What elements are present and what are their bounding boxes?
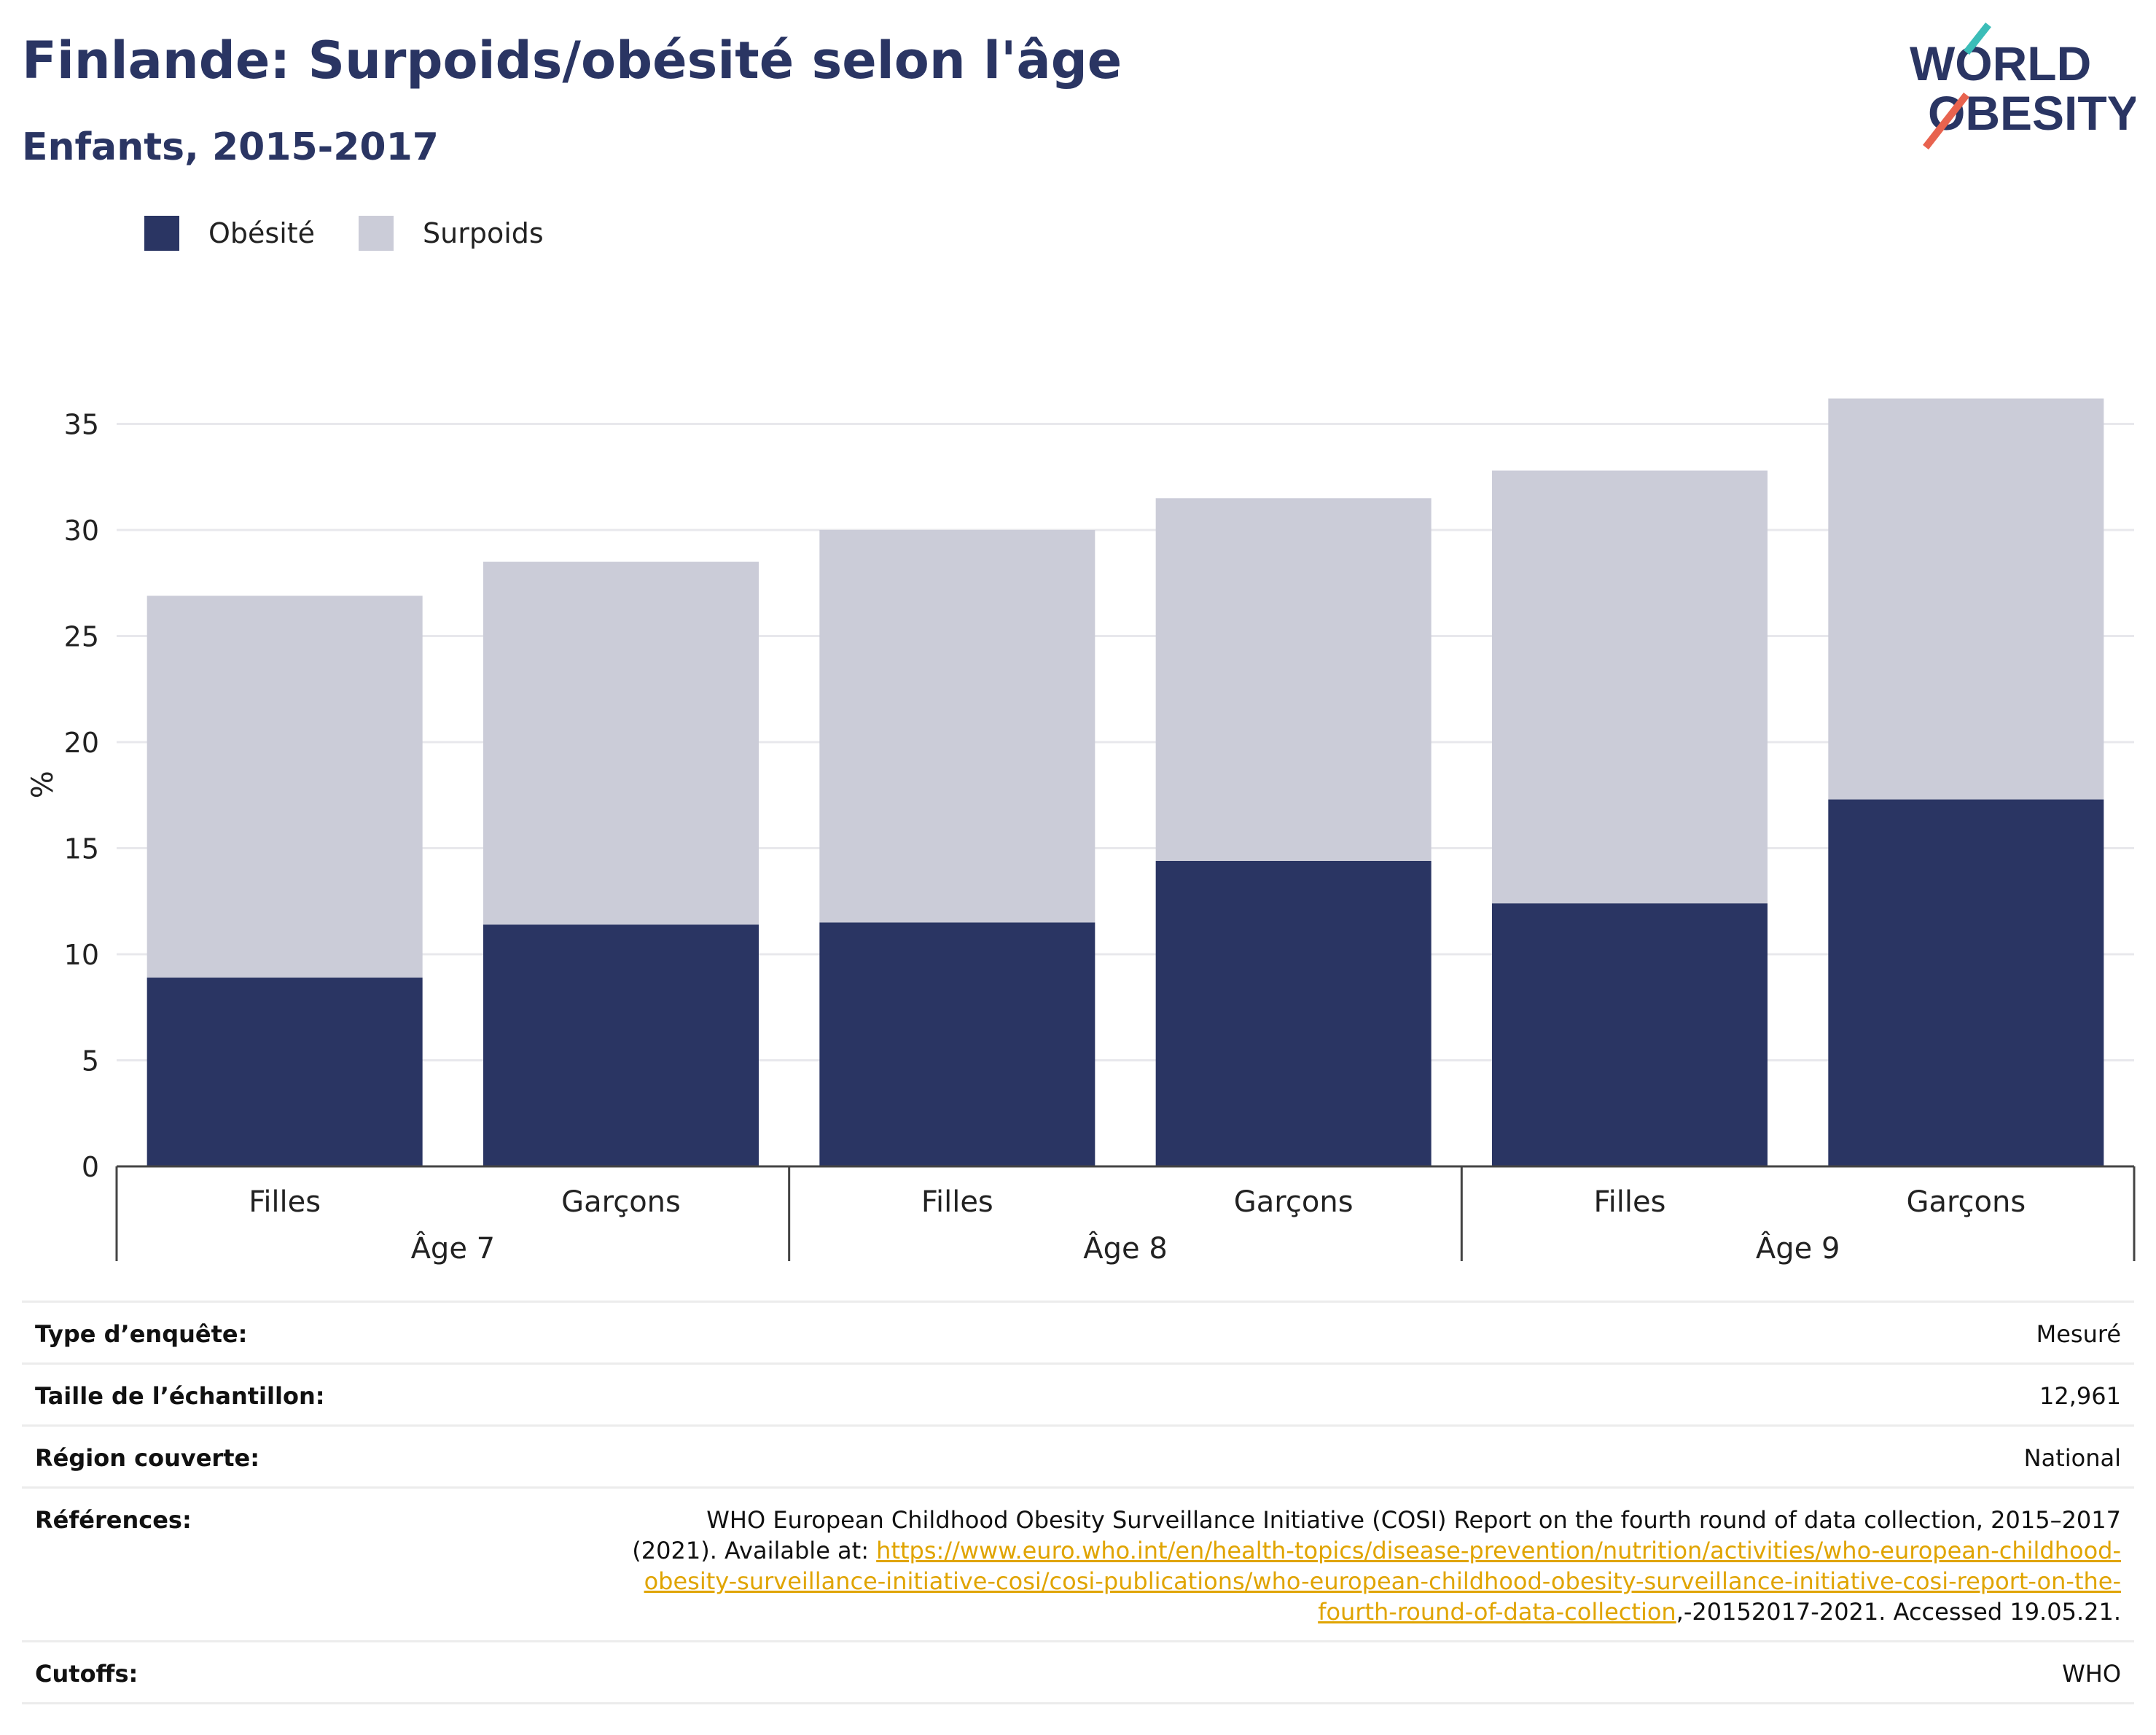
table-row: Références: WHO European Childhood Obesi… (22, 1486, 2134, 1642)
bar-overweight (819, 530, 1095, 923)
table-row: Type d’enquête: Mesuré (22, 1301, 2134, 1364)
survey-info-table: Type d’enquête: Mesuré Taille de l’échan… (22, 1301, 2134, 1704)
bar-overweight (483, 561, 759, 925)
y-tick-label: 10 (64, 939, 99, 971)
cutoffs-value: WHO (602, 1640, 2134, 1704)
group-label: Âge 9 (1756, 1231, 1840, 1266)
region-label: Région couverte: (22, 1424, 602, 1488)
bar-obesity (1155, 860, 1432, 1166)
region-value: National (602, 1424, 2134, 1488)
bar-chart: 0 5 10 15 20 25 30 35% Filles Garçons Filles Garçon… (26, 398, 2136, 1266)
legend-item-overweight: Surpoids (359, 216, 544, 251)
cutoffs-label: Cutoffs: (22, 1640, 602, 1704)
references-suffix: ,-20152017-2021. Accessed 19.05.21. (1676, 1598, 2121, 1626)
table-row: Taille de l’échantillon: 12,961 (22, 1362, 2134, 1426)
bar-overweight (1828, 398, 2104, 800)
x-tick-label: Garçons (1234, 1185, 1354, 1219)
legend-label-obesity: Obésité (208, 217, 316, 249)
y-axis-label: % (26, 771, 60, 798)
x-tick-label: Garçons (561, 1185, 681, 1219)
legend-swatch-overweight (359, 216, 394, 251)
bar-obesity (819, 922, 1095, 1166)
bar-obesity (1828, 799, 2104, 1166)
survey-type-value: Mesuré (602, 1301, 2134, 1364)
legend-label-overweight: Surpoids (423, 217, 544, 249)
svg-text:WORLD: WORLD (1910, 36, 2091, 90)
world-obesity-logo: WORLD OBESITY (1895, 22, 2139, 160)
references-available: Available at: (724, 1537, 877, 1564)
y-tick-label: 20 (64, 727, 99, 759)
sample-size-label: Taille de l’échantillon: (22, 1362, 602, 1426)
bar-overweight (147, 596, 423, 978)
y-tick-label: 15 (64, 833, 99, 865)
bar-obesity (483, 924, 759, 1166)
y-tick-label: 0 (82, 1151, 99, 1183)
sample-size-value: 12,961 (602, 1362, 2134, 1426)
bar-overweight (1492, 470, 1768, 904)
y-tick-label: 30 (64, 515, 99, 547)
y-tick-label: 25 (64, 621, 99, 653)
bar-obesity (147, 978, 423, 1166)
group-label: Âge 8 (1083, 1231, 1168, 1266)
chart-legend: Obésité Surpoids (144, 216, 587, 251)
survey-type-label: Type d’enquête: (22, 1301, 602, 1364)
x-tick-label: Filles (249, 1185, 321, 1219)
svg-text:OBESITY: OBESITY (1928, 86, 2136, 140)
chart-subtitle: Enfants, 2015-2017 (22, 125, 439, 169)
bar-overweight (1155, 498, 1432, 861)
legend-item-obesity: Obésité (144, 216, 315, 251)
x-tick-label: Filles (921, 1185, 993, 1219)
references-label: Références: (22, 1486, 602, 1642)
table-row: Cutoffs: WHO (22, 1640, 2134, 1704)
y-tick-label: 35 (64, 409, 99, 441)
references-text: WHO European Childhood Obesity Surveilla… (632, 1506, 2121, 1564)
references-value: WHO European Childhood Obesity Surveilla… (602, 1486, 2134, 1642)
table-row: Région couverte: National (22, 1424, 2134, 1488)
x-tick-label: Filles (1594, 1185, 1666, 1219)
bar-obesity (1492, 903, 1768, 1166)
x-tick-label: Garçons (1906, 1185, 2026, 1219)
legend-swatch-obesity (144, 216, 179, 251)
group-label: Âge 7 (411, 1231, 496, 1266)
reference-link[interactable]: https://www.euro.who.int/en/health-topic… (644, 1537, 2121, 1626)
y-tick-label: 5 (82, 1045, 99, 1077)
chart-title: Finlande: Surpoids/obésité selon l'âge (22, 31, 1122, 90)
